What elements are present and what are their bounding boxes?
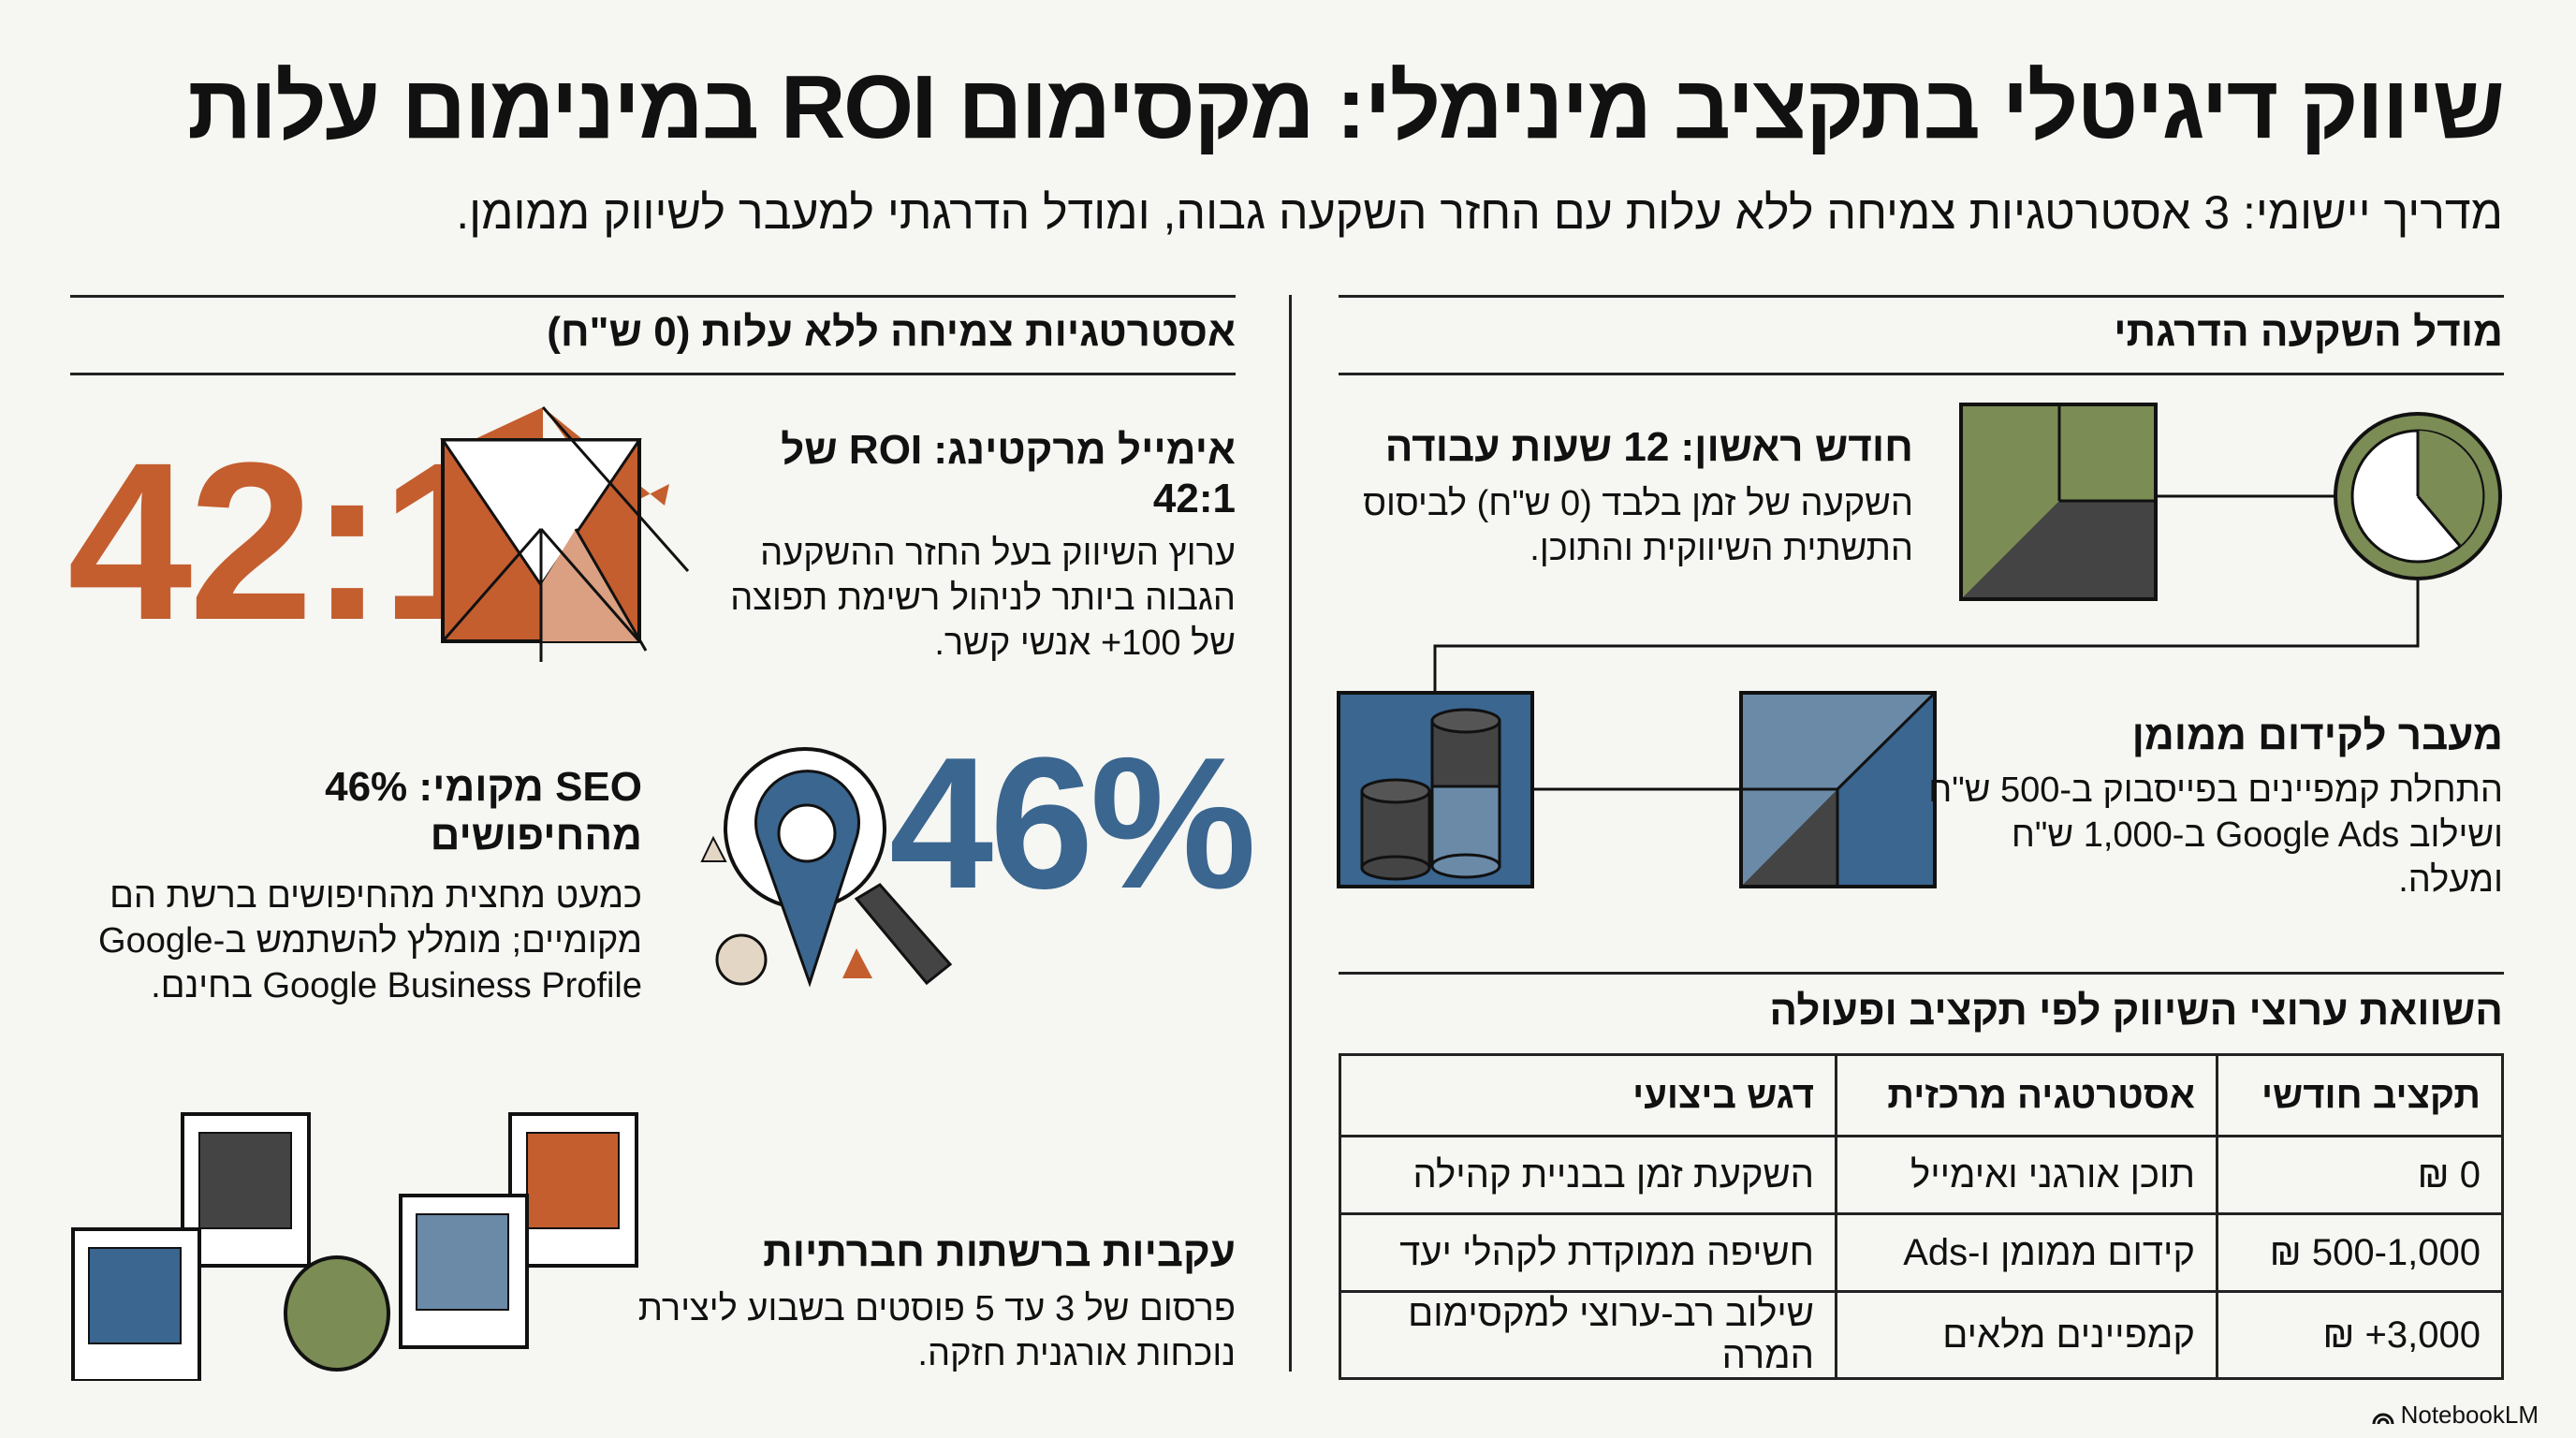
table-cell: 0 ₪ — [2216, 1135, 2504, 1215]
table-heading: השוואת ערוצי השיווק לפי תקציב ופעולה — [1769, 988, 2503, 1034]
table-row: 0 ₪ תוכן אורגני ואימייל השקעת זמן בבניית… — [1339, 1135, 2504, 1215]
seo-title-line: מהחיפושים — [430, 813, 642, 858]
growth-block-icon — [1739, 691, 1937, 888]
social-body-line: נוכחות אורגנית חזקה. — [917, 1334, 1236, 1373]
left-section-heading: אסטרטגיות צמיחה ללא עלות (0 ש"ח) — [547, 309, 1236, 355]
step2-body-line: ומעלה. — [2398, 860, 2503, 900]
column-header: אסטרטגיה מרכזית — [1835, 1053, 2218, 1137]
table-cell: 3,000+ ₪ — [2216, 1290, 2504, 1380]
divider — [1339, 972, 2504, 975]
step2-title: מעבר לקידום ממומן — [2131, 712, 2503, 758]
table-cell: שילוב רב-ערוצי למקסימום המרה — [1339, 1290, 1837, 1380]
seo-body-line: כמעט מחצית מהחיפושים ברשת הם — [110, 876, 642, 916]
foundation-block-icon — [1959, 403, 2158, 601]
table-row: 500-1,000 ₪ קידום ממומן ו-Ads חשיפה ממוק… — [1339, 1212, 2504, 1293]
column-header: דגש ביצועי — [1339, 1053, 1837, 1137]
page-title: שיווק דיגיטלי בתקציב מינימלי: מקסימום RO… — [187, 57, 2505, 157]
step2-body-line: התחלת קמפיינים בפייסבוק ב-500 ש"ח — [1928, 770, 2503, 810]
email-body-line: ערוץ השיווק בעל החזר ההשקעה — [760, 534, 1236, 573]
table-cell: השקעת זמן בבניית קהילה — [1339, 1135, 1837, 1215]
table-row: 3,000+ ₪ קמפיינים מלאים שילוב רב-ערוצי ל… — [1339, 1290, 2504, 1380]
step1-body-line: השקעה של זמן בלבד (0 ש"ח) לביסוס — [1363, 484, 1913, 523]
divider — [70, 373, 1236, 375]
page-subtitle: מדריך יישומי: 3 אסטרטגיות צמיחה ללא עלות… — [456, 186, 2503, 239]
coins-icon — [1337, 691, 1534, 888]
divider — [1339, 373, 2504, 375]
divider — [70, 295, 1236, 298]
table-cell: קידום ממומן ו-Ads — [1835, 1212, 2218, 1293]
seo-title-line: SEO מקומי: 46% — [325, 764, 642, 810]
email-title: אימייל מרקטינג: ROI של 42:1 — [781, 427, 1236, 521]
social-title: עקביות ברשתות חברתיות — [763, 1229, 1236, 1275]
investment-flow-graphic — [1337, 403, 2502, 888]
brand-label: NotebookLM — [2400, 1401, 2539, 1429]
column-header: תקציב חודשי — [2216, 1053, 2504, 1137]
table-cell: 500-1,000 ₪ — [2216, 1212, 2504, 1293]
seo-stat: 46% — [889, 719, 1256, 928]
table-cell: תוכן אורגני ואימייל — [1835, 1135, 2218, 1215]
divider — [1339, 295, 2504, 298]
table-header-row: תקציב חודשי אסטרטגיה מרכזית דגש ביצועי — [1339, 1053, 2504, 1137]
step2-body-line: ושילוב Google Ads ב-1,000 ש"ח — [2011, 815, 2503, 855]
envelope-icon — [440, 406, 690, 662]
step1-title: חודש ראשון: 12 שעות עבודה — [1384, 424, 1913, 470]
column-divider — [1289, 295, 1292, 1372]
clock-icon — [2334, 412, 2502, 580]
step1-body-line: התשתית השיווקית והתוכן. — [1530, 529, 1913, 568]
table-cell: חשיפה ממוקדת לקהלי יעד — [1339, 1212, 1837, 1293]
notebooklm-watermark: NotebookLM — [2371, 1401, 2539, 1430]
email-body-line: של 100+ אנשי קשר. — [934, 624, 1236, 663]
email-roi-stat: 42:1 — [67, 416, 505, 667]
magnifier-location-icon — [700, 747, 953, 988]
social-posts-icon — [71, 1112, 638, 1381]
email-body-line: הגבוה ביותר לניהול רשימת תפוצה — [730, 579, 1236, 618]
right-section-heading: מודל השקעה הדרגתי — [2114, 309, 2503, 355]
social-body-line: פרסום של 3 עד 5 פוסטים בשבוע ליצירת — [637, 1289, 1236, 1328]
seo-body-line: מקומיים; מומלץ להשתמש ב-Google — [98, 921, 642, 961]
notebooklm-logo-icon — [2372, 1413, 2394, 1424]
table-cell: קמפיינים מלאים — [1835, 1290, 2218, 1380]
seo-body-line: Google Business Profile בחינם. — [151, 966, 642, 1005]
budget-comparison-table: תקציב חודשי אסטרטגיה מרכזית דגש ביצועי 0… — [1339, 1053, 2504, 1380]
